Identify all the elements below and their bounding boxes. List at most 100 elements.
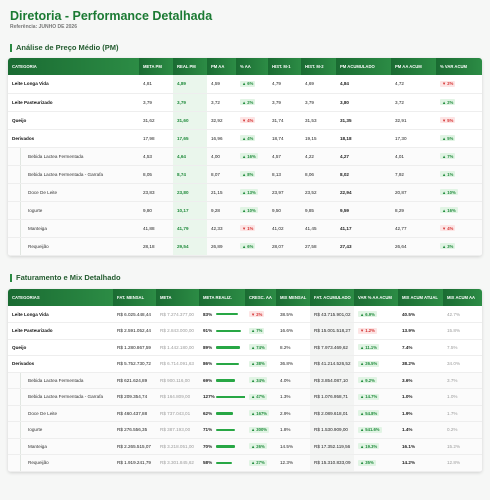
section-title: Análise de Preço Médio (PM) [10,44,119,52]
column-header: VAR % AA ACUM [354,289,398,306]
cell: 7.4% [398,339,443,356]
cell: ▲ 6.9% [354,306,398,323]
cell: ▲ 11.1% [354,339,398,356]
cell: 3.7% [443,372,482,389]
cell-text: R$ 2.591.052,44 [117,328,151,334]
cell-text: 8,06 [305,171,314,177]
cell-text: 18,74 [272,135,284,141]
column-header: HIST. M-1 [268,58,301,75]
cell: R$ 41.214.526,52 [310,355,354,373]
cell: 23,52 [301,183,336,202]
cell-text: 4,84 [340,81,349,87]
percent-label: 62% [203,410,213,416]
cell-text: 3,72 [395,99,404,105]
change-badge: ▼ 2% [249,310,265,318]
section-title: Faturamento e Mix Detalhado [10,274,121,282]
cell: R$ 6.714.091,63 [156,355,199,373]
cell-text: R$ 1.076.958,71 [314,394,348,400]
change-badge: ▲ 7% [249,327,265,334]
cell: R$ 7.274.377,00 [156,306,199,323]
sub-row: Bebida Lactea Fermentada - Garrafa R$ 209… [8,388,482,406]
sub-row: Iogurte 9,80 10,17 9,28 ▲ 10% 9,50 9,85 9,59 8,2… [8,201,482,220]
cell-text: 4,59 [211,81,220,87]
cell-text: Bebida Lactea Fermentada - Garrafa [28,171,104,177]
cell-text: 9,50 [272,207,281,213]
cell: 62% [199,405,245,422]
cell-text: 28,07 [272,243,284,249]
cell-text: 22,94 [340,189,352,195]
cell: 4,72 [391,75,436,94]
cell-text: 41,17 [340,225,352,231]
cell: ▲ 7% [245,322,276,340]
cell: ▲ 34% [245,372,276,389]
cell-text: 16.1% [402,443,416,449]
cell: 27,43 [336,237,391,256]
cell-text: 38.5% [280,311,294,317]
cell-text: R$ 900.116,00 [160,377,190,383]
cell-text: Leite Longa Vida [12,311,49,317]
cell: 41,45 [301,219,336,238]
cell: 71% [199,421,245,439]
sub-row: Bebida Lactea Fermentada R$ 621.624,89 R$ … [8,372,482,389]
cell-text: 31,60 [177,117,189,123]
cell-text: 7.5% [447,344,458,350]
change-badge: ▲ 13% [240,188,258,196]
category-cell: Manteiga [8,438,113,455]
cell-text: Leite Longa Vida [12,81,49,87]
cell: 27,58 [301,237,336,256]
cell: R$ 1.280.867,59 [113,339,156,356]
cell: 23,97 [268,183,301,202]
cell: ▲ 10% [236,201,268,220]
cell: ▲ 1% [436,165,482,184]
cell-text: R$ 15.310.833,09 [314,460,351,466]
progress-bar [216,461,232,465]
cell: ▲ 6% [236,237,268,256]
cell-text: 16,96 [211,135,223,141]
cell: 7.5% [443,339,482,356]
cell-text: Iogurte [28,207,43,213]
cell: ▲ 54.8% [354,405,398,422]
cell: R$ 209.354,74 [113,388,156,406]
cell: 7,92 [391,165,436,184]
cell-text: 38.2% [402,361,416,367]
cell: 1.0% [443,388,482,406]
cell-text: 9,80 [143,207,152,213]
cell-text: 20,87 [395,189,407,195]
cell-text: R$ 737.043,01 [160,410,191,416]
cell-text: 4,69 [305,81,314,87]
row: Leite Pasteurizado R$ 2.591.052,44 R$ 2.84… [8,322,482,340]
cell: 4,84 [336,75,391,94]
cell: R$ 387.193,00 [156,421,199,439]
cell-text: 14.5% [280,443,294,449]
cell-text: R$ 1.442.180,00 [160,344,194,350]
category-cell: Leite Longa Vida [8,306,113,323]
cell-text: 26,64 [395,243,407,249]
cell-text: 4,79 [272,81,281,87]
cell: 42,77 [391,219,436,238]
cell: 9,85 [301,201,336,220]
row: Leite Longa Vida 4,81 4,89 4,59 ▲ 6% 4,79 4,69… [8,75,482,94]
cell: R$ 5.752.730,72 [113,355,156,373]
cell-text: Queijo [12,117,27,123]
cell: 86% [199,355,245,373]
cell-text: R$ 6.714.091,63 [160,361,194,367]
cell-text: 9,28 [211,207,220,213]
category-cell: Queijo [8,111,139,130]
column-header: META [156,289,199,306]
cell-text: 8,29 [395,207,404,213]
cell: 8,02 [336,165,391,184]
cell: R$ 2.089.618,01 [310,405,354,422]
cell: 31,60 [173,111,207,130]
change-badge: ▲ 38% [249,360,267,367]
cell: ▲ 74% [245,339,276,356]
cell: ▲ 10% [436,183,482,202]
cell: 58% [199,454,245,472]
cell: 41,79 [173,219,207,238]
cell-text: 16.6% [280,328,294,334]
cell-text: R$ 6.025.448,44 [117,311,151,317]
sub-row: Bebida Lactea Fermentada - Garrafa 8,05 8,… [8,165,482,184]
cell-text: 1.8% [280,427,291,433]
sub-row: Manteiga R$ 2.265.515,07 R$ 3.218.051,00 70… [8,438,482,455]
cell-text: 8,05 [143,171,152,177]
cell-text: 12.3% [280,460,294,466]
